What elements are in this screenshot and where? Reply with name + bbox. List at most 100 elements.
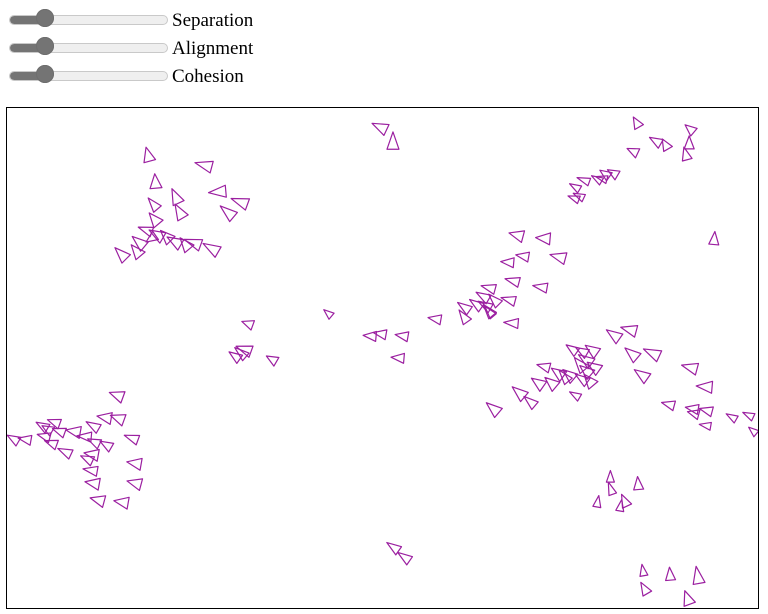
boid-93 [523,395,539,411]
boid-119 [43,439,59,451]
boid-111 [85,421,102,434]
alignment-track [9,43,168,53]
boid-92 [568,391,583,402]
boid-33 [595,175,609,185]
boid-7 [171,188,185,207]
boid-124 [82,465,99,477]
boid-28 [683,135,695,150]
boid-103 [108,391,126,404]
alignment-slider[interactable] [8,34,170,62]
boid-72 [575,346,591,359]
boid-100 [742,411,756,422]
boid-68 [265,355,280,367]
boid-40 [508,230,526,244]
boid-14 [148,229,167,244]
boid-87 [583,373,599,390]
boid-67 [228,351,244,364]
boid-61 [372,329,388,341]
boid-2 [386,131,400,150]
boid-45 [504,277,521,288]
boid-99 [725,413,739,424]
cohesion-fill [10,72,47,80]
boid-138 [665,566,677,582]
boid-123 [126,457,143,471]
boid-117 [87,438,103,450]
boid-101 [698,421,712,431]
boid-11 [174,203,189,222]
boid-47 [480,284,497,295]
boid-10 [219,205,238,223]
boid-37 [572,192,587,203]
boid-136 [397,551,414,566]
boid-98 [686,409,701,421]
boid-38 [567,195,581,205]
boid-64 [390,352,406,364]
boid-56 [458,309,473,326]
boid-134 [615,498,625,513]
boid-57 [427,314,443,326]
boid-120 [57,447,74,460]
boid-125 [84,477,101,491]
boid-130 [607,481,618,497]
boid-141 [683,590,696,607]
boid-94 [660,400,677,412]
boid-89 [530,377,548,392]
boid-79 [573,356,590,375]
boid-36 [568,183,583,194]
boid-54 [482,303,498,320]
boid-122 [80,455,96,467]
boid-5 [149,173,163,190]
cohesion-thumb[interactable] [36,65,55,83]
boid-3 [143,146,157,164]
boid-131 [633,475,645,491]
boid-18 [166,236,185,251]
boid-29 [681,146,693,162]
boid-70 [620,325,639,338]
boid-116 [123,434,141,446]
boid-25 [684,124,698,137]
boid-30 [626,147,641,159]
boid-42 [549,252,568,266]
separation-track [9,15,168,25]
boid-104 [7,434,22,447]
boid-106 [46,418,62,430]
boid-77 [536,362,552,374]
separation-control: Separation [8,6,328,34]
boid-6 [207,184,227,198]
boid-4 [194,160,214,174]
cohesion-slider[interactable] [8,62,170,90]
boid-75 [624,347,642,364]
separation-fill [10,16,47,24]
boid-107 [35,421,51,434]
boid-139 [692,565,706,586]
boid-128 [113,496,130,510]
boid-69 [605,329,624,345]
cohesion-label: Cohesion [172,65,244,87]
separation-slider[interactable] [8,6,170,34]
boid-49 [500,295,517,307]
boid-76 [577,354,596,370]
boid-129 [605,469,615,483]
separation-thumb[interactable] [36,9,55,27]
boid-24 [632,116,645,131]
boid-9 [147,197,162,213]
alignment-thumb[interactable] [36,37,55,55]
boid-39 [708,230,720,246]
boid-137 [639,563,649,577]
boid-58 [503,317,520,330]
boids-simulation-frame [6,107,759,609]
boid-109 [96,412,113,426]
boid-84 [633,369,652,385]
boid-133 [592,494,602,509]
boids-simulation-canvas [7,116,758,607]
boid-22 [130,244,146,261]
boid-46 [532,282,549,294]
boid-114 [36,432,52,444]
boid-96 [485,402,503,419]
boid-51 [468,298,485,313]
boid-65 [235,345,254,358]
boid-53 [457,301,473,316]
boid-80 [579,364,596,381]
boid-20 [183,238,204,252]
cohesion-control: Cohesion [8,62,328,90]
